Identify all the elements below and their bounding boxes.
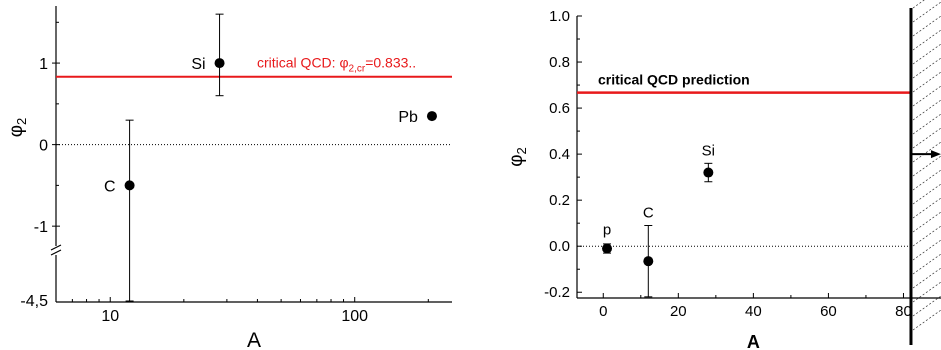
hatch-line	[912, 253, 941, 275]
right-y-tick-label: 1.0	[549, 8, 570, 25]
left-point-label: Pb	[398, 109, 418, 126]
right-x-tick-label: 0	[599, 303, 607, 320]
left-y-axis-label-text: φ2	[6, 118, 29, 138]
left-y-axis-label: φ2	[6, 118, 29, 138]
hatch-line	[912, 1, 941, 23]
hatch-line	[912, 267, 941, 289]
right-y-tick-label: 0.2	[549, 192, 570, 209]
hatch-line	[912, 155, 941, 177]
left-data-point	[124, 180, 135, 191]
left-x-tick-label: 100	[341, 308, 368, 325]
right-y-axis-label: φ2	[506, 147, 529, 167]
hatch-line	[912, 127, 941, 149]
left-axis-break-mark	[50, 244, 62, 256]
right-y-tick-label: 0.4	[549, 146, 570, 163]
hatch-line	[912, 99, 941, 121]
right-point-label: p	[603, 222, 611, 239]
hatch-line	[912, 15, 941, 37]
hatch-line	[912, 183, 941, 205]
right-x-tick-label: 20	[670, 303, 687, 320]
left-point-label: Si	[191, 56, 205, 73]
right-x-tick-label: 60	[820, 303, 837, 320]
left-y-tick-label: -1	[34, 219, 48, 236]
right-data-point	[643, 256, 654, 267]
left-x-tick-label: 10	[101, 308, 119, 325]
right-excluded-region-hatch	[912, 0, 941, 331]
hatch-line	[912, 85, 941, 107]
left-critical-label: critical QCD: φ2,cr=0.833..	[257, 55, 416, 75]
right-y-axis-label-text: φ2	[506, 147, 529, 167]
right-data-point	[602, 243, 613, 254]
hatch-line	[912, 71, 941, 93]
left-y-tick-label: 1	[39, 56, 48, 73]
left-y-tick-label: 0	[39, 138, 48, 155]
left-point-label: C	[104, 178, 116, 195]
hatch-line	[912, 43, 941, 65]
hatch-line	[912, 309, 941, 331]
hatch-line	[912, 295, 941, 317]
right-data-point	[703, 167, 714, 178]
hatch-line	[912, 113, 941, 135]
hatch-line	[912, 197, 941, 219]
left-y-break-label: -4,5	[20, 293, 48, 310]
hatch-line	[912, 141, 941, 163]
right-y-tick-label: 0.0	[549, 238, 570, 255]
left-data-point	[426, 111, 437, 122]
right-x-tick-label: 40	[745, 303, 762, 320]
right-point-label: Si	[702, 142, 715, 159]
right-y-tick-label: -0.2	[544, 284, 570, 301]
right-point-label: C	[643, 204, 654, 221]
hatch-line	[912, 57, 941, 79]
right-critical-label: critical QCD prediction	[598, 72, 750, 88]
hatch-line	[912, 211, 941, 233]
right-y-tick-label: 0.6	[549, 100, 570, 117]
right-boundary-arrowhead	[930, 150, 941, 159]
left-x-axis-label: A	[247, 329, 261, 350]
right-chart: -0.2 0.0 0.2 0.4 0.6 0.8 1.0 0 20 40 60 80 Aφ2 critic…	[506, 0, 941, 350]
hatch-line	[912, 281, 941, 303]
right-x-axis-label: A	[747, 332, 760, 350]
hatch-line	[912, 29, 941, 51]
left-data-point	[214, 58, 225, 69]
right-x-tick-label: 80	[895, 303, 912, 320]
right-y-tick-label: 0.8	[549, 54, 570, 71]
left-chart: -1 0 1 -4,5 10 100 Aφ2 critical QCD: φ2,cr=0.83…	[6, 6, 452, 350]
hatch-line	[912, 0, 925, 9]
hatch-line	[912, 239, 941, 261]
hatch-line	[912, 169, 941, 191]
hatch-line	[912, 225, 941, 247]
